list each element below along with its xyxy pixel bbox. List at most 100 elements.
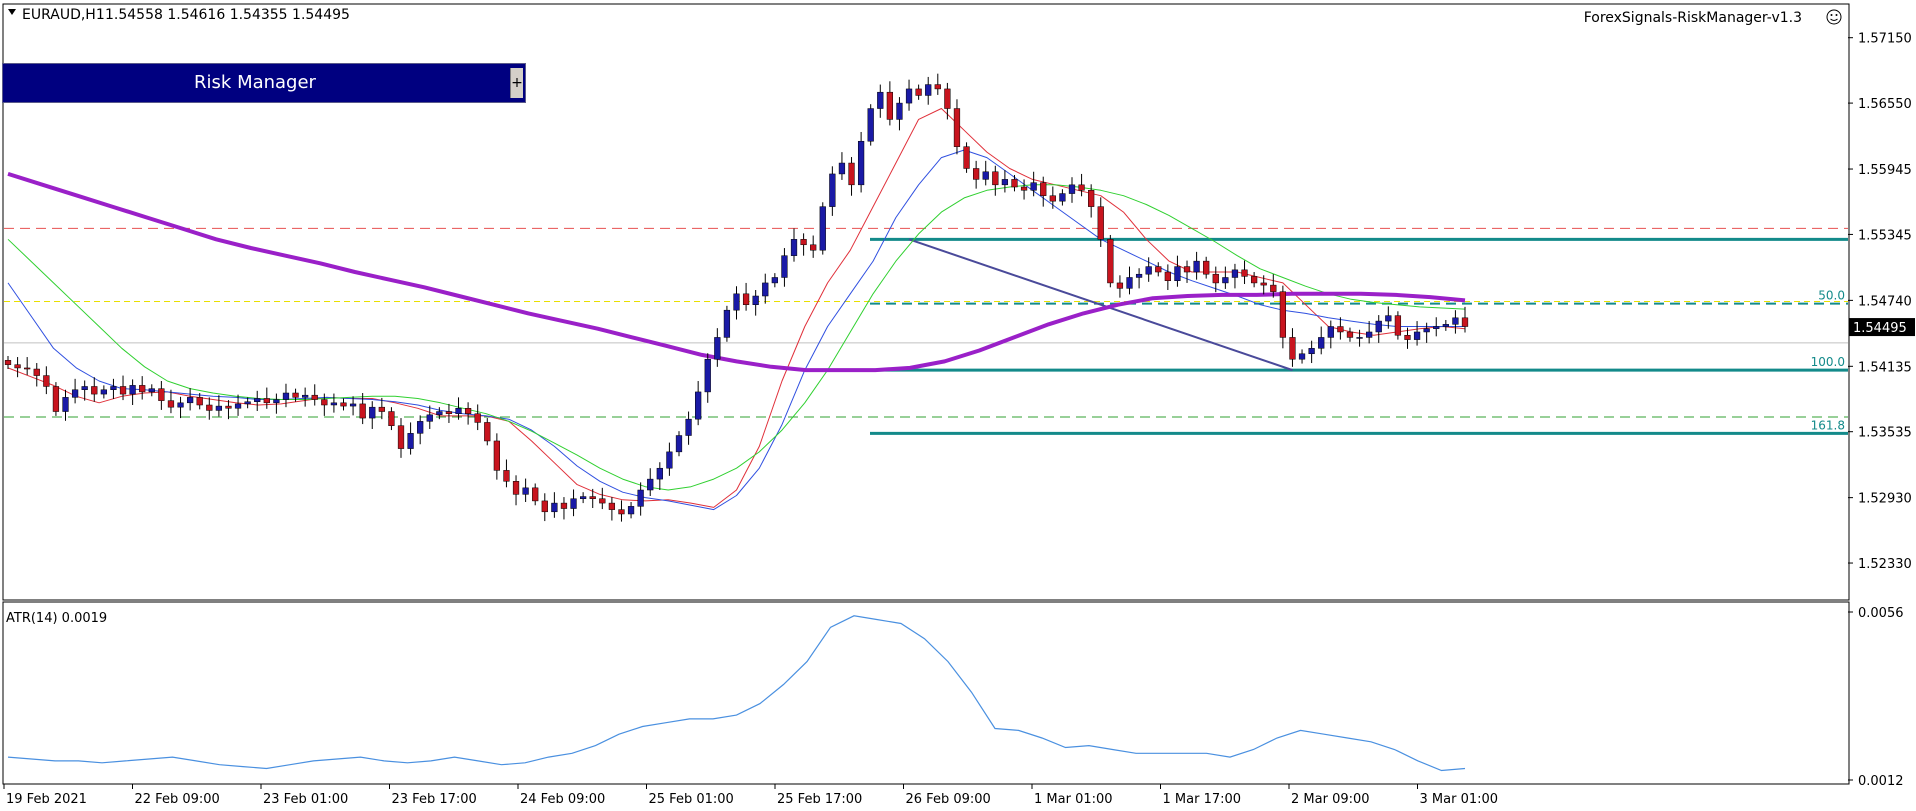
candle (637, 482, 644, 516)
candle (417, 415, 424, 445)
bull-candle-body (369, 406, 376, 419)
candle (695, 381, 702, 426)
bear-candle-body (1404, 334, 1411, 340)
bear-candle-body (484, 422, 491, 442)
bull-candle-body (637, 489, 644, 507)
bull-candle-body (148, 388, 155, 393)
candle (1289, 328, 1296, 367)
candle (666, 442, 673, 476)
ticks-layer: 1.57150 1.56550 1.55945 1.55345 1.54740 1.541… (3, 32, 1915, 807)
bear-candle-body (1107, 239, 1114, 284)
candle (254, 390, 261, 411)
bull-candle-body (81, 386, 88, 390)
symbol-dropdown-icon[interactable] (8, 9, 16, 15)
x-tick-label: 1 Mar 17:00 (1163, 792, 1242, 807)
bull-candle-body (1413, 331, 1421, 340)
bear-candle-body (1020, 186, 1028, 191)
bear-candle-body (560, 502, 568, 509)
candle (397, 418, 405, 458)
bull-candle-body (714, 337, 721, 360)
candle (1183, 260, 1191, 283)
bear-candle-body (934, 84, 941, 90)
candle (752, 290, 759, 316)
fib-level-label: 50.0 (1818, 289, 1845, 303)
x-tick-label: 24 Feb 09:00 (520, 792, 605, 807)
candle (608, 497, 616, 521)
candle (1126, 266, 1133, 295)
candle (532, 483, 539, 506)
candle (14, 357, 21, 378)
atr-y-tick-label: 0.0012 (1858, 774, 1904, 789)
candle (244, 397, 251, 409)
candle (91, 377, 98, 402)
bear-candle-body (1461, 317, 1469, 327)
candle (464, 402, 472, 425)
y-tick-label: 1.55945 (1858, 163, 1912, 178)
bear-candle-body (1088, 190, 1095, 207)
bear-candle-body (340, 402, 347, 407)
bear-candle-body (119, 386, 127, 395)
candle (570, 489, 577, 517)
bull-candle-body (1135, 273, 1143, 278)
bear-candle-body (1155, 266, 1162, 273)
candle (1308, 340, 1315, 364)
bull-candle-body (666, 451, 673, 469)
bear-candle-body (158, 388, 165, 401)
bull-candle-body (282, 392, 290, 400)
bear-candle-body (589, 496, 596, 499)
candle (426, 405, 433, 429)
candle (110, 378, 117, 400)
candle (1212, 266, 1219, 293)
bull-candle-body (254, 398, 261, 402)
candle (599, 487, 606, 510)
candle (100, 385, 107, 399)
candle (62, 389, 69, 421)
candle (43, 366, 50, 395)
bear-candle-body (1270, 284, 1277, 292)
bear-candle-body (1116, 282, 1124, 289)
bear-candle-body (397, 425, 405, 449)
bear-candle-body (1289, 337, 1296, 360)
bear-candle-body (91, 386, 98, 395)
candle (282, 383, 290, 408)
y-tick-label: 1.53535 (1858, 426, 1912, 441)
candle (139, 376, 146, 400)
bull-candle-body (771, 277, 778, 284)
candle (675, 431, 683, 457)
bear-candle-body (4, 360, 12, 365)
bear-candle-body (503, 470, 510, 482)
risk-manager-panel[interactable]: Risk Manager + (2, 63, 526, 103)
candle (1155, 262, 1162, 277)
bear-candle-body (810, 244, 817, 251)
candle (119, 375, 127, 401)
current-price-label: 1.54495 (1853, 321, 1907, 336)
bull-candle-body (695, 391, 702, 420)
bear-candle-body (742, 293, 750, 305)
bull-candle-body (1366, 331, 1373, 338)
candle (234, 394, 242, 416)
y-tick-label: 1.54740 (1858, 294, 1912, 309)
candle (1001, 170, 1009, 193)
header-layer: EURAUD,H1 1.54558 1.54616 1.54355 1.5449… (6, 7, 1842, 626)
bull-candle-body (1433, 326, 1440, 329)
bull-candle-body (1222, 277, 1229, 284)
bull-candle-body (215, 405, 223, 411)
bear-candle-body (225, 405, 232, 409)
risk-manager-toggle-button[interactable]: + (510, 68, 523, 98)
candle (196, 393, 203, 410)
bull-candle-body (1385, 315, 1392, 322)
candle (838, 152, 846, 180)
bull-candle-body (417, 421, 424, 434)
bull-candle-body (330, 402, 338, 406)
candle (541, 493, 548, 522)
bear-candle-body (1183, 266, 1191, 273)
candle (953, 99, 961, 155)
bull-candle-body (349, 403, 357, 407)
candle (1346, 327, 1354, 342)
candle (1078, 173, 1085, 197)
bear-candle-body (1040, 182, 1047, 196)
candle (829, 166, 836, 216)
bull-candle-body (1126, 277, 1133, 289)
y-tick-label: 1.57150 (1858, 32, 1912, 47)
